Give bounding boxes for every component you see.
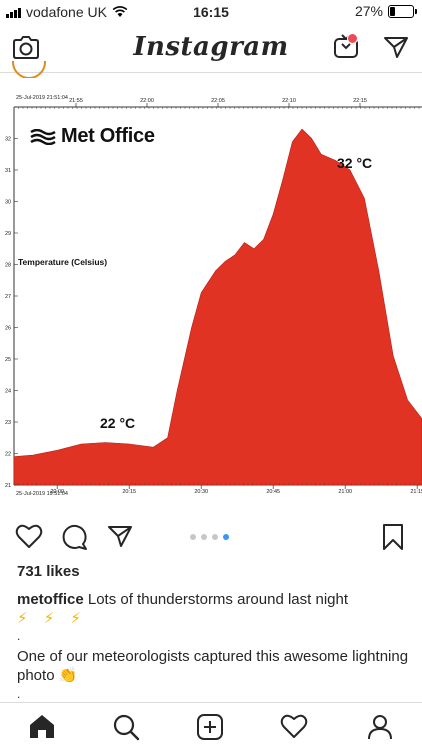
y-axis-label: Temperature (Celsius)	[18, 257, 108, 267]
caption-text-2: One of our meteorologists captured this …	[17, 647, 409, 685]
caption-text: Lots of thunderstorms around last night	[87, 591, 349, 608]
share-icon[interactable]	[106, 523, 134, 549]
y-tick-label: 21	[5, 483, 11, 489]
temperature-area	[13, 128, 422, 486]
bottom-timestamp: 25-Jul-2019 19:51:04	[16, 491, 68, 497]
y-tick-label: 24	[5, 389, 11, 395]
clapping-emoji: 👏	[58, 667, 78, 684]
y-tick-label: 30	[5, 200, 11, 206]
new-post-icon[interactable]	[196, 713, 224, 741]
x-tick-label: 20:30	[194, 489, 208, 495]
caption-separator-2: .	[17, 687, 21, 701]
x-tick-label: 20:00	[50, 489, 64, 495]
x-tick-label: 20:15	[122, 489, 136, 495]
annotation-low: 22 °C	[100, 415, 136, 431]
bottom-tab-bar	[0, 702, 422, 751]
wifi-icon	[112, 6, 128, 17]
direct-message-icon[interactable]	[382, 34, 410, 60]
carousel-dot	[212, 534, 218, 540]
signal-icon	[6, 7, 21, 18]
search-icon[interactable]	[112, 713, 140, 741]
app-header: Instagram	[0, 24, 422, 73]
post-actions	[0, 517, 422, 557]
top-tick-label: 22:05	[211, 98, 225, 104]
notification-dot	[347, 33, 358, 44]
top-tick-label: 22:00	[140, 98, 154, 104]
clock: 16:15	[193, 4, 229, 20]
comment-icon[interactable]	[61, 523, 89, 551]
y-tick-label: 25	[5, 357, 11, 363]
annotation-high: 32 °C	[337, 155, 373, 171]
post-photo[interactable]: 21 22 23 24 25 26 27 28 29 30 31 32 20:00 20:15 20:30 2…	[0, 95, 422, 508]
caption-username[interactable]: metoffice	[17, 591, 84, 608]
home-icon[interactable]	[28, 713, 56, 739]
y-tick-label: 23	[5, 420, 11, 426]
post-caption: metoffice Lots of thunderstorms around l…	[17, 590, 409, 628]
heart-icon[interactable]	[15, 523, 43, 549]
activity-heart-icon[interactable]	[280, 713, 308, 739]
met-office-logo: Met Office	[30, 125, 155, 148]
y-tick-label: 22	[5, 452, 11, 458]
x-tick-label: 21:00	[338, 489, 352, 495]
y-tick-label: 32	[5, 137, 11, 143]
top-tick-label: 22:10	[282, 98, 296, 104]
battery-percent: 27%	[354, 3, 383, 19]
temperature-chart: 21 22 23 24 25 26 27 28 29 30 31 32 20:00 20:15 20:30 2…	[5, 98, 422, 495]
carrier-label: vodafone UK	[26, 4, 107, 20]
likes-count[interactable]: 731 likes	[17, 563, 80, 580]
top-timestamp: 25-Jul-2019 21:51:04	[16, 95, 68, 101]
top-tick-label: 22:15	[353, 98, 367, 104]
met-office-wordmark: Met Office	[61, 125, 155, 147]
y-tick-label: 29	[5, 231, 11, 237]
x-tick-label: 20:45	[266, 489, 280, 495]
battery-icon	[388, 4, 417, 18]
igtv-icon[interactable]	[332, 32, 360, 60]
camera-icon[interactable]	[12, 34, 40, 60]
caption-separator: .	[17, 629, 21, 643]
profile-icon[interactable]	[366, 713, 394, 741]
carousel-dot	[190, 534, 196, 540]
bookmark-icon[interactable]	[381, 523, 405, 551]
carousel-dot	[201, 534, 207, 540]
author-avatar-ring[interactable]	[12, 61, 46, 78]
met-office-wave-icon	[30, 128, 56, 145]
instagram-logo: Instagram	[133, 32, 289, 62]
carousel-indicator	[190, 534, 229, 540]
y-tick-label: 27	[5, 294, 11, 300]
y-tick-label: 28	[5, 263, 11, 269]
top-tick-label: 21:55	[69, 98, 83, 104]
y-tick-label: 26	[5, 326, 11, 332]
caption-text-2-body: One of our meteorologists captured this …	[17, 648, 409, 684]
status-bar: vodafone UK 16:15 27%	[0, 0, 422, 24]
caption-emoji-line: ⚡ ⚡ ⚡	[17, 610, 87, 627]
y-tick-label: 31	[5, 168, 11, 174]
carousel-dot	[223, 534, 229, 540]
x-tick-label: 21:15	[410, 489, 422, 495]
